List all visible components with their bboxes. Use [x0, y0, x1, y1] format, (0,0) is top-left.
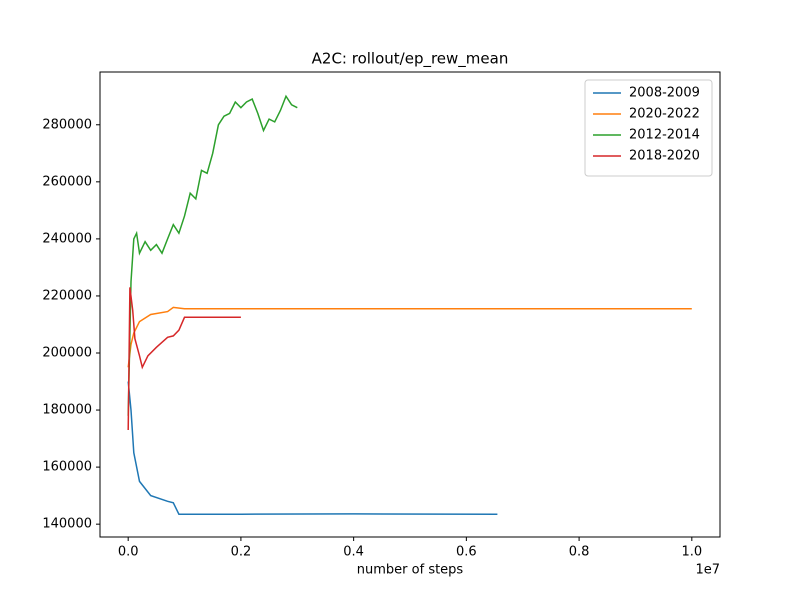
x-tick-label: 0.8 [569, 545, 590, 560]
legend-label: 2018-2020 [629, 149, 700, 164]
legend-label: 2012-2014 [629, 128, 700, 143]
series-line [127, 381, 498, 515]
legend-label: 2020-2022 [629, 107, 700, 122]
legend-box [584, 79, 713, 177]
x-tick-label: 0.4 [343, 545, 364, 560]
chart-title: A2C: rollout/ep_rew_mean [312, 50, 509, 69]
x-axis-label: number of steps [357, 563, 464, 578]
y-tick-label: 140000 [42, 517, 92, 532]
x-tick-label: 1.0 [681, 545, 702, 560]
series-line [127, 287, 241, 431]
series-line [127, 306, 692, 368]
x-tick-label: 0.6 [456, 545, 477, 560]
y-tick-label: 240000 [42, 231, 92, 246]
plot-frame [99, 71, 721, 538]
x-tick-label: 0.0 [118, 545, 139, 560]
x-tick-label: 0.2 [231, 545, 252, 560]
series-line [127, 94, 298, 416]
x-offset-label: 1e7 [695, 563, 720, 578]
y-tick-label: 160000 [42, 460, 92, 475]
y-tick-label: 220000 [42, 288, 92, 303]
y-tick-label: 200000 [42, 345, 92, 360]
y-tick-label: 180000 [42, 403, 92, 418]
y-tick-label: 280000 [42, 117, 92, 132]
y-tick-label: 260000 [42, 174, 92, 189]
legend-label: 2008-2009 [629, 86, 700, 101]
